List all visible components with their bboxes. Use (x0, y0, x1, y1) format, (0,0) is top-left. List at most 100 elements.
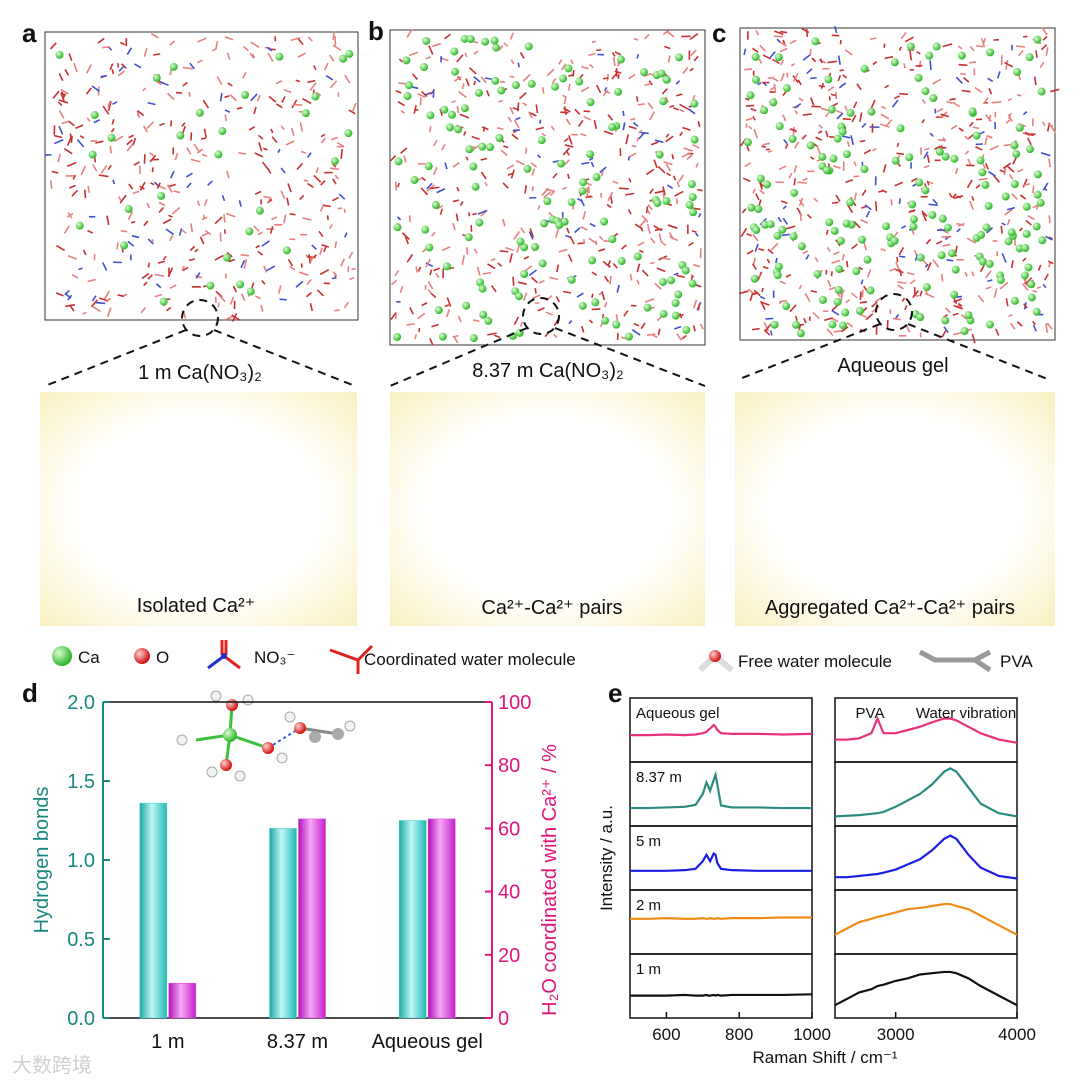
md-bond (649, 188, 654, 195)
md-bond (266, 46, 273, 52)
md-ca (782, 302, 791, 311)
md-bond (67, 120, 75, 127)
md-bond (311, 244, 317, 251)
md-bond (644, 298, 655, 303)
md-ca (625, 332, 634, 341)
md-bond (496, 126, 504, 131)
md-bond (289, 265, 296, 271)
md-bond (628, 73, 636, 80)
md-bond (562, 147, 571, 156)
md-bond (66, 161, 77, 168)
md-bond (430, 292, 437, 299)
md-ca (1025, 145, 1034, 154)
md-bond (226, 52, 231, 60)
md-bond (841, 289, 846, 294)
row-label: 1 m (636, 961, 661, 978)
md-bond (480, 76, 487, 84)
md-bond (794, 315, 798, 321)
md-bond (853, 175, 860, 178)
md-bond (290, 127, 295, 136)
md-bond (143, 281, 148, 287)
md-bond (267, 52, 274, 62)
md-bond (1003, 167, 1007, 175)
md-bond (770, 242, 779, 251)
md-bond (309, 303, 314, 312)
md-bond (609, 275, 612, 285)
md-bond (793, 103, 802, 109)
md-bond (537, 307, 545, 312)
md-bond (830, 271, 833, 277)
md-bond (126, 142, 134, 152)
md-ca (1007, 228, 1016, 237)
md-bond (86, 64, 92, 74)
md-bond (850, 135, 855, 146)
y2-tick-label: 60 (498, 818, 520, 840)
inset-caption: Aggregated Ca²⁺-Ca²⁺ pairs (765, 597, 1015, 619)
md-ca (984, 201, 993, 210)
md-bond (904, 36, 914, 43)
md-bond (158, 206, 165, 213)
md-bond (522, 101, 528, 107)
md-bond (332, 44, 342, 52)
md-bond (487, 263, 496, 270)
md-bond (653, 224, 663, 232)
md-bond (646, 224, 651, 235)
md-bond (603, 130, 614, 136)
md-bond (119, 194, 127, 204)
md-bond (299, 194, 305, 201)
md-bond (263, 265, 268, 273)
md-bond (691, 230, 697, 233)
md-bond (628, 178, 632, 183)
md-bond (637, 241, 645, 247)
md-bond (611, 51, 616, 57)
md-bond (143, 220, 149, 227)
md-bond (182, 66, 193, 70)
md-bond (534, 288, 537, 294)
md-bond (157, 260, 166, 264)
md-ca (527, 79, 536, 88)
watermark: 大数跨境 (12, 1054, 92, 1077)
md-bond (995, 328, 1000, 336)
md-bond (224, 114, 228, 122)
md-bond (697, 303, 701, 311)
md-bond (201, 153, 208, 158)
md-bond (629, 152, 637, 158)
md-bond (693, 263, 701, 268)
spectrum-line (835, 715, 1018, 744)
y-tick-label: 0.5 (67, 929, 95, 951)
md-bond (306, 279, 312, 286)
md-ca (491, 76, 500, 85)
md-bond (497, 262, 503, 267)
y-tick-label: 1.5 (67, 771, 95, 793)
md-bond (114, 135, 124, 142)
md-bond (461, 255, 465, 266)
md-ca (754, 205, 763, 214)
md-bond (509, 253, 513, 263)
md-ca (460, 34, 469, 43)
md-ca (1037, 87, 1046, 96)
md-bond (53, 134, 62, 139)
md-bond (182, 311, 187, 319)
md-ca (857, 235, 866, 244)
md-bond (194, 248, 199, 253)
md-bond (900, 31, 907, 40)
md-bond (591, 40, 597, 44)
spectrum-line (630, 993, 813, 997)
md-bond (761, 301, 770, 306)
md-ca (475, 218, 484, 227)
md-bond (968, 121, 974, 128)
md-bond (819, 58, 823, 64)
md-bond (117, 196, 122, 201)
md-ca (426, 111, 435, 120)
md-bond (636, 136, 640, 142)
md-ca (915, 178, 924, 187)
md-bond (600, 170, 604, 176)
md-bond (536, 154, 541, 159)
md-bond (865, 313, 874, 321)
md-bond (953, 194, 964, 200)
panel-row-frame (834, 825, 1018, 891)
md-bond (1027, 214, 1035, 221)
md-bond (263, 195, 271, 199)
md-bond (985, 134, 993, 139)
md-bond (827, 279, 832, 288)
